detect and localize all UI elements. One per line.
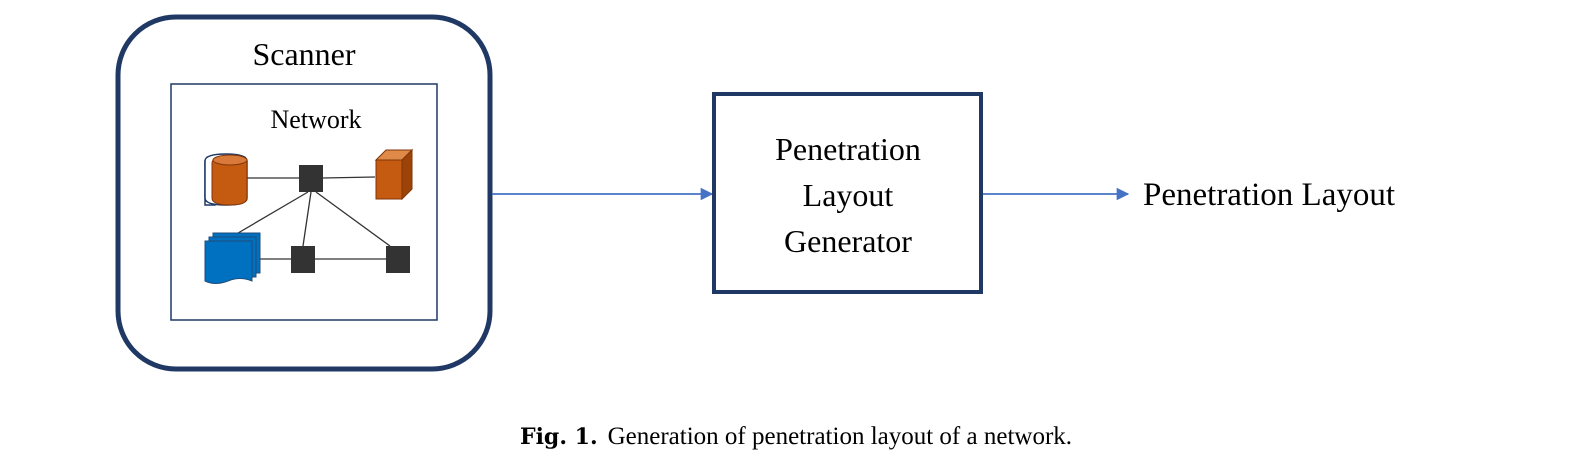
output-label: Penetration Layout — [1143, 177, 1395, 213]
caption-text: Generation of penetration layout of a ne… — [607, 423, 1073, 450]
switch-node-icon — [291, 246, 315, 273]
link-switch-node3 — [315, 191, 391, 247]
scanner-block: Scanner Network — [115, 14, 493, 372]
caption-label: Fig. 1. — [519, 424, 598, 450]
generator-label-line-2: Layout — [803, 177, 894, 213]
documents-icon — [204, 232, 261, 284]
server-cube-icon — [374, 148, 414, 201]
database-icon — [204, 153, 248, 206]
network-links — [232, 176, 391, 260]
switch-node-icon — [386, 246, 410, 273]
generator-label-line-1: Penetration — [775, 131, 921, 167]
network-label: Network — [271, 105, 362, 134]
generator-label-line-3: Generator — [784, 223, 912, 259]
link-switch-server — [322, 176, 376, 179]
figure-caption: Fig. 1. Generation of penetration layout … — [0, 420, 1592, 454]
generator-block: Penetration Layout Generator — [712, 92, 983, 294]
network-block: Network — [170, 83, 438, 321]
link-switch-documents — [232, 191, 309, 237]
switch-node-icon — [299, 165, 323, 192]
link-switch-node2 — [302, 191, 312, 247]
scanner-title: Scanner — [252, 36, 355, 72]
generator-box — [712, 92, 983, 294]
